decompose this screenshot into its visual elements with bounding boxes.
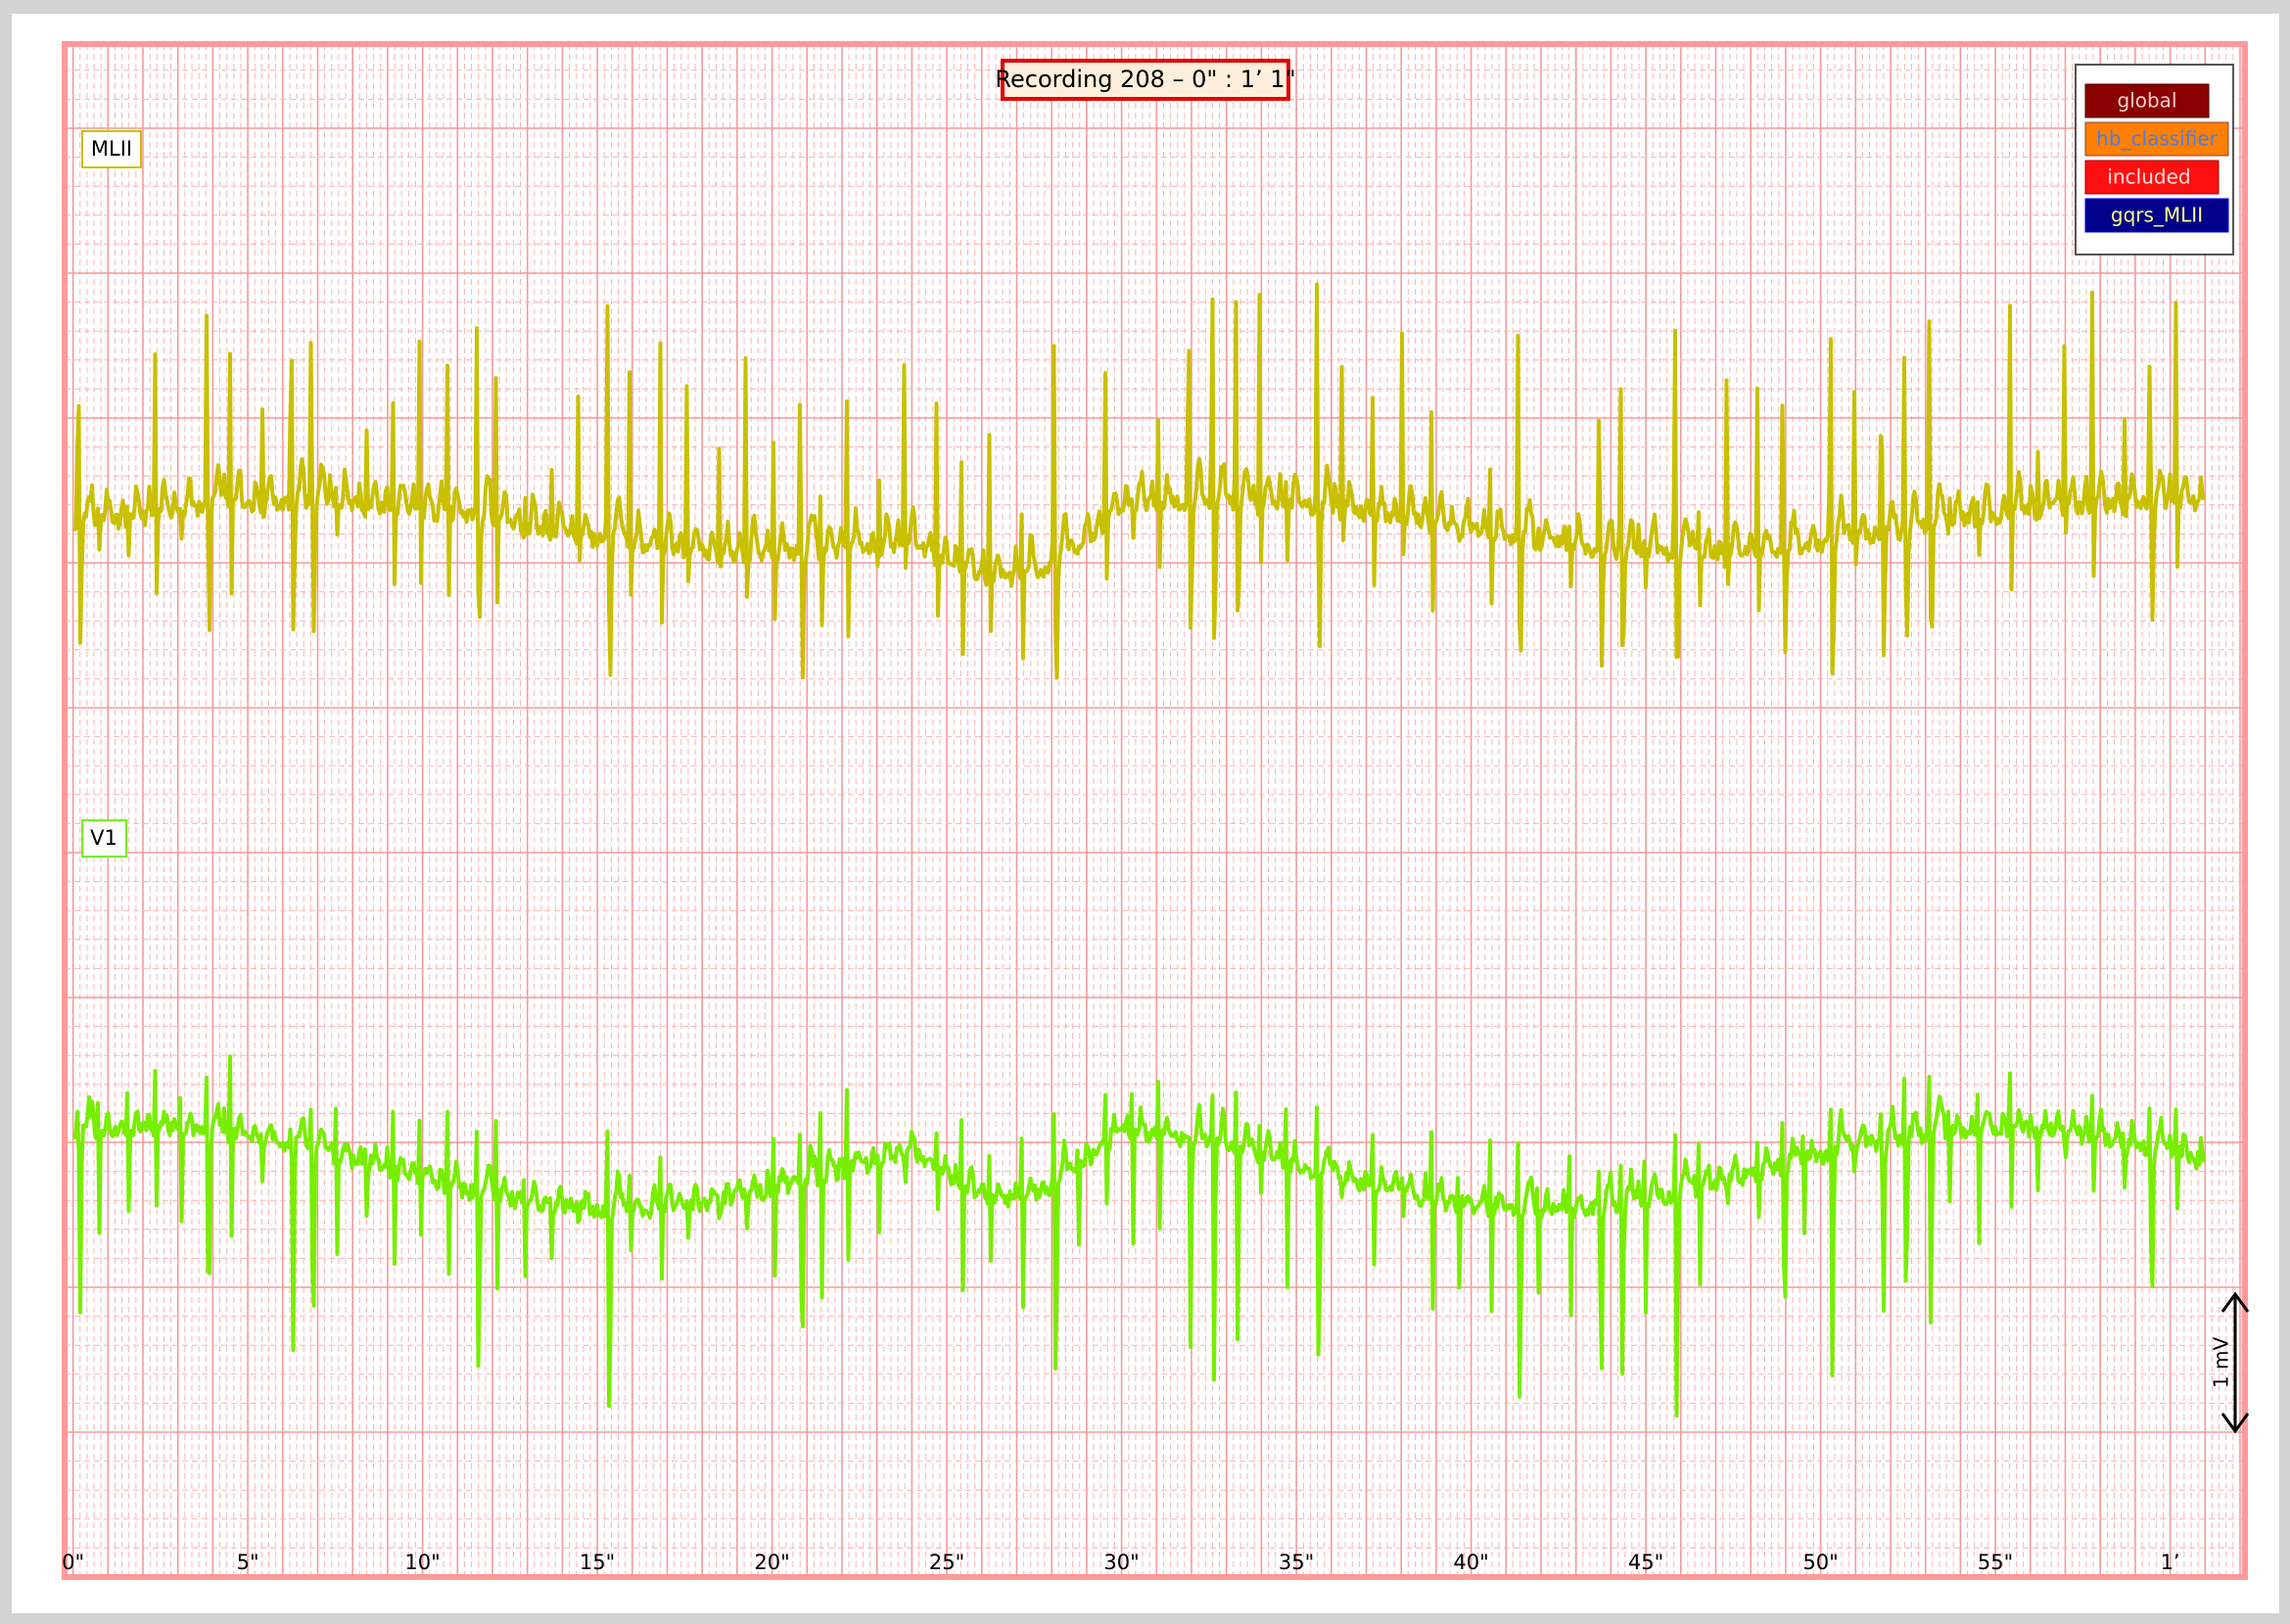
legend-label[interactable]: hb_classifier (2096, 127, 2218, 151)
scale-label: 1 mV (2210, 1337, 2233, 1389)
grid (65, 44, 2245, 1577)
x-tick-label: 30" (1103, 1551, 1139, 1574)
lead-label: MLII (91, 137, 132, 161)
x-tick-label: 1’ (2161, 1551, 2180, 1574)
x-tick-label: 50" (1802, 1551, 1838, 1574)
x-tick-label: 55" (1978, 1551, 2013, 1574)
scale-bar (2220, 1291, 2250, 1434)
title: Recording 208 – 0" : 1’ 1" (995, 66, 1295, 93)
traces (72, 282, 2206, 1418)
x-axis: 0" 5" 10" 15" 20" 25" 30" 35" 40" 45" 50" 55" 1’ (62, 1551, 2180, 1574)
legend-swatch[interactable] (2084, 121, 2229, 157)
lead-label-box (81, 819, 127, 858)
legend-swatch[interactable] (2084, 160, 2220, 195)
x-tick-label: 20" (754, 1551, 789, 1574)
legend-label[interactable]: included (2107, 165, 2190, 189)
ecg-trace (72, 282, 2206, 680)
plot-frame (62, 41, 2248, 1580)
x-tick-label: 35" (1279, 1551, 1314, 1574)
x-tick-label: 15" (580, 1551, 615, 1574)
legend-swatch[interactable] (2084, 83, 2210, 118)
x-tick-label: 45" (1628, 1551, 1663, 1574)
lead-label-box (81, 130, 142, 168)
legend-label[interactable]: gqrs_MLII (2111, 204, 2203, 227)
lead-label: V1 (90, 826, 117, 850)
x-tick-label: 25" (929, 1551, 964, 1574)
x-tick-label: 0" (62, 1551, 84, 1574)
ecg-trace (72, 1054, 2206, 1418)
legend-swatch[interactable] (2084, 198, 2229, 233)
x-tick-label: 40" (1453, 1551, 1488, 1574)
x-tick-label: 10" (404, 1551, 440, 1574)
legend-label[interactable]: global (2118, 89, 2177, 113)
title-box (1001, 59, 1290, 101)
x-tick-label: 5" (237, 1551, 259, 1574)
panel (12, 14, 2279, 1613)
